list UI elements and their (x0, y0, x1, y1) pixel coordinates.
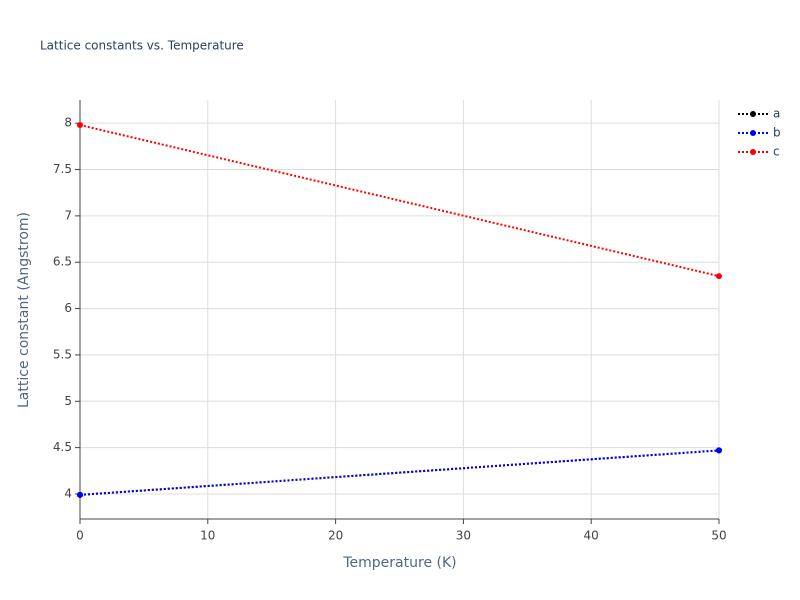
legend-label: b (773, 126, 781, 140)
y-tick-label: 7.5 (53, 162, 72, 176)
y-tick-label: 6 (64, 301, 72, 315)
x-tick-label: 30 (456, 529, 471, 543)
x-tick-label: 10 (200, 529, 215, 543)
y-axis-title: Lattice constant (Angstrom) (16, 212, 32, 408)
chart-title: Lattice constants vs. Temperature (40, 39, 244, 53)
data-point (716, 447, 722, 454)
y-tick-label: 7 (64, 208, 72, 222)
x-axis-title: Temperature (K) (342, 555, 456, 571)
x-tick-label: 20 (328, 529, 343, 543)
x-tick-label: 40 (584, 529, 599, 543)
data-point (716, 273, 722, 280)
legend-marker (750, 149, 756, 155)
legend-label: c (773, 145, 780, 159)
y-tick-label: 5.5 (53, 347, 72, 361)
series-line (79, 124, 720, 278)
x-tick-label: 0 (76, 529, 84, 543)
legend-label: a (773, 107, 780, 121)
series-line (79, 449, 720, 496)
data-point (77, 122, 83, 129)
y-tick-label: 5 (64, 394, 72, 408)
legend-marker (750, 111, 756, 117)
y-tick-label: 6.5 (53, 255, 72, 269)
legend-marker (750, 130, 756, 136)
y-tick-label: 4 (64, 486, 72, 500)
x-tick-label: 50 (711, 529, 726, 543)
y-tick-label: 8 (64, 116, 72, 130)
y-tick-label: 4.5 (53, 440, 72, 454)
data-point (77, 491, 83, 498)
